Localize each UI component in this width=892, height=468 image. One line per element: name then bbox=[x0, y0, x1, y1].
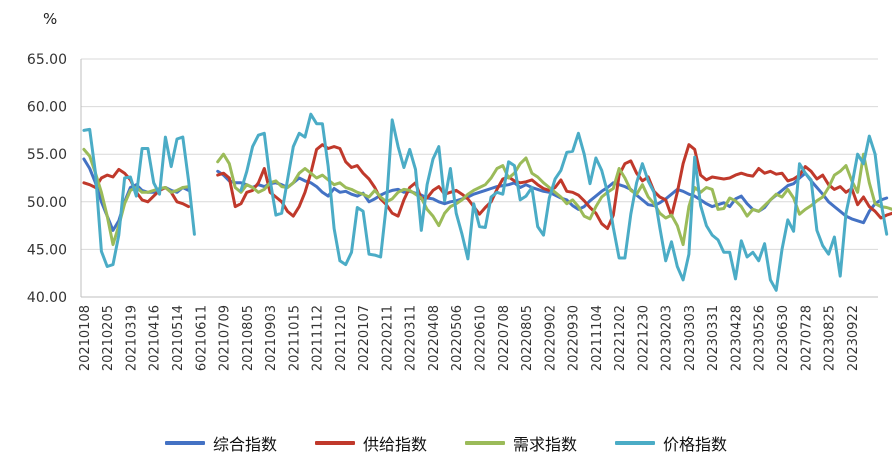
legend-swatch-price bbox=[615, 441, 656, 445]
x-tick-label: 20220107 bbox=[357, 305, 372, 371]
x-tick-label: 20230630 bbox=[776, 305, 791, 371]
x-axis: 20210108 20210205 20210319 20210416 20210514… bbox=[78, 296, 878, 371]
x-tick-label: 20270728 bbox=[799, 305, 814, 371]
legend-swatch-composite bbox=[164, 441, 205, 445]
x-tick-label: 20221202 bbox=[613, 305, 628, 371]
x-tick-label: 20210416 bbox=[148, 305, 163, 371]
legend-swatch-supply bbox=[314, 441, 355, 445]
x-tick-label: 20211210 bbox=[334, 305, 349, 371]
x-tick-label: 20210319 bbox=[124, 305, 139, 371]
series-group bbox=[82, 112, 892, 292]
x-tick-label: 20220211 bbox=[380, 305, 395, 371]
y-tick-label: 65.00 bbox=[27, 52, 67, 68]
y-axis-unit: % bbox=[43, 10, 58, 28]
x-tick-label: 20210205 bbox=[101, 305, 116, 371]
x-tick-label: 20211104 bbox=[590, 305, 605, 371]
x-tick-label: 20220610 bbox=[474, 305, 489, 371]
x-tick-label: 20210108 bbox=[78, 305, 93, 371]
legend-item-supply: 供给指数 bbox=[314, 431, 427, 455]
x-tick-label: 20220311 bbox=[404, 305, 419, 371]
x-tick-label: 20230428 bbox=[729, 305, 744, 371]
x-tick-label: 20230922 bbox=[846, 305, 861, 371]
x-tick-label: 20210514 bbox=[171, 305, 186, 371]
x-tick-label: 20210903 bbox=[264, 305, 279, 371]
x-tick-label: 20230331 bbox=[706, 305, 721, 371]
x-tick-label: 60210611 bbox=[194, 305, 209, 371]
legend-label-composite: 综合指数 bbox=[212, 435, 277, 454]
x-tick-label: 20230825 bbox=[823, 305, 838, 371]
legend-label-supply: 供给指数 bbox=[362, 435, 427, 454]
y-tick-label: 55.00 bbox=[27, 147, 67, 163]
y-tick-label: 40.00 bbox=[27, 290, 67, 306]
x-tick-label: 20211015 bbox=[287, 305, 302, 371]
x-tick-label: 20220408 bbox=[427, 305, 442, 371]
x-tick-label: 20220930 bbox=[567, 305, 582, 371]
x-tick-label: 20220708 bbox=[497, 305, 512, 371]
legend-swatch-demand bbox=[465, 441, 505, 445]
x-tick-label: 20220805 bbox=[520, 305, 535, 371]
x-tick-label: 20230203 bbox=[660, 305, 675, 371]
series-line-1 bbox=[216, 143, 892, 230]
y-tick-label: 50.00 bbox=[27, 195, 67, 211]
legend-label-price: 价格指数 bbox=[663, 435, 728, 454]
legend-item-price: 价格指数 bbox=[615, 431, 727, 455]
legend: 综合指数 供给指数 需求指数 价格指数 bbox=[0, 428, 892, 458]
series-line-3 bbox=[82, 127, 196, 268]
x-tick-label: 20220902 bbox=[543, 305, 558, 371]
x-tick-label: 20230303 bbox=[683, 305, 698, 371]
x-tick-label: 20221230 bbox=[636, 305, 651, 371]
series-line-3 bbox=[239, 112, 889, 292]
x-tick-label: 20220506 bbox=[450, 305, 465, 371]
series-line-2 bbox=[216, 152, 892, 247]
x-tick-label: 20210805 bbox=[241, 305, 256, 371]
x-tick-label: 20211112 bbox=[311, 305, 326, 371]
legend-item-composite: 综合指数 bbox=[164, 431, 277, 455]
legend-item-demand: 需求指数 bbox=[465, 431, 577, 455]
y-tick-label: 60.00 bbox=[27, 100, 67, 116]
x-tick-label: 20210709 bbox=[218, 305, 233, 371]
y-axis: 40.00 45.00 50.00 55.00 60.00 65.00 bbox=[27, 52, 82, 306]
y-tick-label: 45.00 bbox=[27, 242, 67, 258]
x-tick-label: 20230526 bbox=[753, 305, 768, 371]
legend-label-demand: 需求指数 bbox=[513, 435, 578, 454]
